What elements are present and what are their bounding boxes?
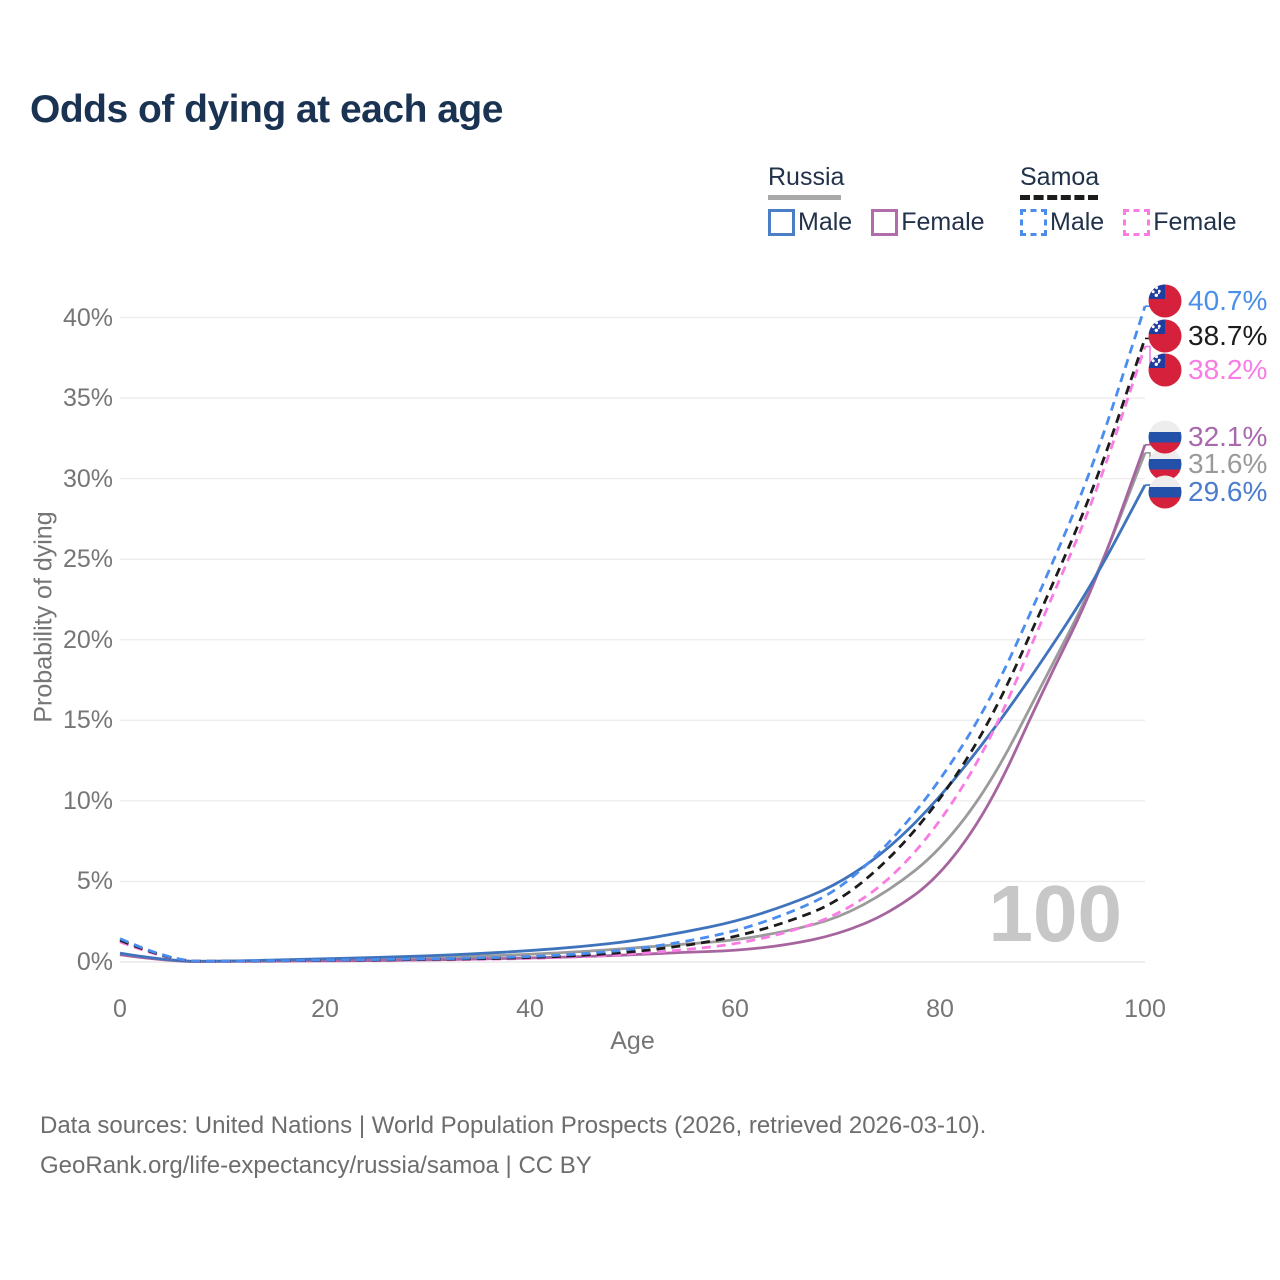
x-tick-label: 60 xyxy=(721,995,749,1023)
russia-flag-icon xyxy=(1148,475,1182,509)
x-axis-title: Age xyxy=(610,1027,655,1055)
x-tick-label: 80 xyxy=(926,995,954,1023)
series-line-samoa-both[interactable] xyxy=(119,337,1147,963)
legend-item-samoa-male[interactable]: Male xyxy=(1050,208,1105,236)
legend-swatch-samoa-female[interactable] xyxy=(1123,209,1151,236)
end-label-value: 32.1% xyxy=(1188,421,1268,452)
y-tick-label: 35% xyxy=(62,384,113,413)
x-axis: 0 20 40 60 80 100 xyxy=(0,995,1280,1029)
legend-group-russia: Russia Male Female xyxy=(768,163,985,237)
legend-group-samoa: Samoa Male Female xyxy=(1020,163,1237,237)
y-tick-label: 20% xyxy=(62,625,113,654)
age-watermark: 100 xyxy=(989,869,1122,958)
end-label-value: 40.7% xyxy=(1188,285,1268,316)
y-axis-title: Probability of dying xyxy=(29,511,58,723)
legend-country-russia[interactable]: Russia xyxy=(768,163,985,200)
legend-swatch-samoa-male[interactable] xyxy=(1020,209,1047,236)
end-label-samoa-male: 40.7% xyxy=(1148,284,1267,318)
samoa-flag-icon xyxy=(1148,353,1182,387)
y-tick-label: 0% xyxy=(76,948,113,976)
legend-swatch-russia-male[interactable] xyxy=(768,209,795,236)
y-tick-label: 25% xyxy=(62,545,113,574)
legend-country-samoa[interactable]: Samoa xyxy=(1020,163,1237,200)
footer-attribution: GeoRank.org/life-expectancy/russia/samoa… xyxy=(40,1152,592,1179)
end-label-value: 29.6% xyxy=(1188,476,1268,507)
end-label-samoa-both: 38.7% xyxy=(1148,319,1267,353)
y-tick-label: 10% xyxy=(62,786,113,815)
legend-item-russia-female[interactable]: Female xyxy=(901,208,985,236)
y-tick-label: 30% xyxy=(62,464,113,493)
end-label-value: 38.2% xyxy=(1188,354,1268,385)
end-label-russia-male: 29.6% xyxy=(1148,475,1267,509)
footer: Data sources: United Nations | World Pop… xyxy=(40,1106,986,1186)
end-label-value: 31.6% xyxy=(1188,448,1268,479)
samoa-flag-icon xyxy=(1148,284,1182,318)
y-tick-label: 5% xyxy=(76,867,113,896)
footer-sources: Data sources: United Nations | World Pop… xyxy=(40,1112,987,1139)
samoa-flag-icon xyxy=(1148,319,1182,353)
y-axis: 0% 5% 10% 15% 20% 25% 30% 35% 40% xyxy=(0,0,113,1280)
x-tick-label: 0 xyxy=(113,995,127,1023)
series-line-samoa-male[interactable] xyxy=(119,305,1147,963)
legend-item-russia-male[interactable]: Male xyxy=(798,208,853,236)
series-line-russia-female[interactable] xyxy=(119,444,1147,963)
samoa-line-sample xyxy=(1020,195,1098,200)
x-tick-label: 40 xyxy=(516,995,544,1023)
end-label-value: 38.7% xyxy=(1188,320,1268,351)
legend-swatch-russia-female[interactable] xyxy=(871,209,899,236)
y-tick-label: 15% xyxy=(62,706,113,735)
legend-country-label: Russia xyxy=(768,163,845,191)
russia-flag-icon xyxy=(1148,420,1182,454)
page-title: Odds of dying at each age xyxy=(30,88,503,131)
russia-line-sample xyxy=(768,195,841,200)
x-tick-label: 20 xyxy=(311,995,339,1023)
x-tick-label: 100 xyxy=(1124,995,1166,1023)
y-tick-label: 40% xyxy=(62,303,113,332)
legend-country-label: Samoa xyxy=(1020,163,1100,191)
series-line-russia-male[interactable] xyxy=(119,484,1147,963)
end-label-russia-female: 32.1% xyxy=(1148,420,1267,454)
end-label-samoa-female: 38.2% xyxy=(1148,353,1267,387)
legend-item-samoa-female[interactable]: Female xyxy=(1153,208,1237,236)
